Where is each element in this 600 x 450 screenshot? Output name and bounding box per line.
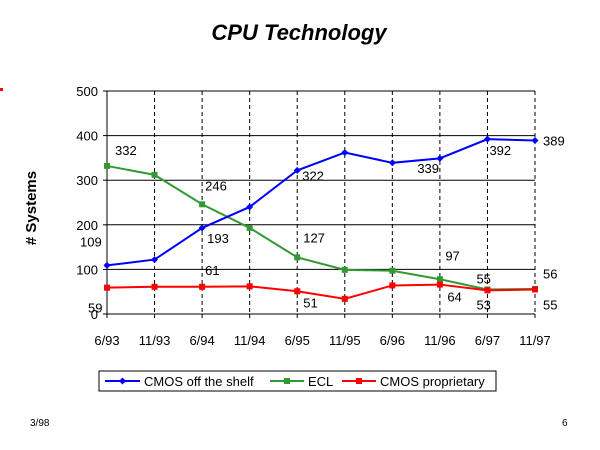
data-label: 332 <box>115 143 137 158</box>
data-point <box>103 261 111 269</box>
data-label: 53 <box>476 297 490 312</box>
data-point <box>531 137 539 145</box>
x-tick-label: 6/94 <box>189 333 214 348</box>
data-point <box>151 171 158 178</box>
x-tick-label: 6/95 <box>285 333 310 348</box>
data-point <box>104 162 110 169</box>
footer-date: 3/98 <box>30 418 50 429</box>
data-point <box>483 135 491 143</box>
x-tick-label: 11/97 <box>519 333 551 348</box>
data-point <box>436 281 443 288</box>
data-label: 61 <box>205 263 219 278</box>
data-point <box>199 283 206 290</box>
data-label: 389 <box>543 134 565 149</box>
data-label: 55 <box>543 297 557 312</box>
data-point <box>104 284 110 291</box>
data-point <box>199 201 206 208</box>
series-2 <box>104 281 538 302</box>
data-point <box>246 283 253 290</box>
data-label: 392 <box>489 143 511 158</box>
x-tick-label: 11/93 <box>139 333 171 348</box>
data-label: 51 <box>303 295 317 310</box>
data-point <box>151 283 158 290</box>
data-label: 109 <box>80 234 102 249</box>
data-point <box>484 287 491 294</box>
data-point <box>341 295 348 302</box>
y-tick-label: 400 <box>76 129 98 144</box>
data-labels: 332 246 322 339 392 389 109 193 127 97 61 55 56 59 51 6… <box>80 134 565 316</box>
x-tick-label: 6/96 <box>380 333 405 348</box>
legend-swatch-marker <box>356 378 362 384</box>
x-tick-label: 11/94 <box>234 333 266 348</box>
series-line <box>106 138 536 267</box>
series-line <box>106 283 536 300</box>
footer-page-number: 6 <box>562 418 568 429</box>
data-point <box>246 224 253 231</box>
data-label: 64 <box>447 289 461 304</box>
data-point <box>294 254 301 261</box>
y-tick-label: 300 <box>76 173 98 188</box>
data-label: 56 <box>543 266 557 281</box>
legend-label: CMOS off the shelf <box>144 374 254 389</box>
y-tick-label: 500 <box>76 84 98 99</box>
data-point <box>341 149 349 157</box>
data-point <box>293 166 301 174</box>
data-point <box>532 286 538 293</box>
data-point <box>436 276 443 283</box>
data-label: 97 <box>445 249 459 264</box>
data-point <box>294 288 301 295</box>
series-layer <box>103 135 539 302</box>
data-label: 322 <box>302 168 324 183</box>
legend-label: CMOS proprietary <box>380 374 485 389</box>
data-point <box>436 154 444 162</box>
chart-title: CPU Technology <box>211 20 388 45</box>
data-label: 193 <box>207 231 229 246</box>
y-tick-label: 0 <box>91 307 98 322</box>
legend-label: ECL <box>308 374 333 389</box>
y-tick-label: 200 <box>76 218 98 233</box>
data-label: 246 <box>205 178 227 193</box>
legend-item: CMOS proprietary <box>342 374 485 389</box>
data-point <box>246 203 254 211</box>
x-tick-label: 11/96 <box>424 333 456 348</box>
legend-item: ECL <box>270 374 333 389</box>
x-tick-label: 11/95 <box>329 333 361 348</box>
series-0 <box>103 135 539 269</box>
data-label: 55 <box>476 271 490 286</box>
data-label: 339 <box>417 161 439 176</box>
legend-swatch-marker <box>119 377 126 385</box>
axes: 0 100 200 300 400 500 6/93 11/93 6/94 11/94 6/95 11… <box>0 84 551 348</box>
x-tick-label: 6/93 <box>94 333 119 348</box>
data-point <box>151 256 159 264</box>
edge-marker <box>0 88 3 91</box>
data-point <box>389 282 396 289</box>
legend-item: CMOS off the shelf <box>105 374 254 389</box>
data-point <box>388 159 396 167</box>
data-point <box>198 224 206 232</box>
data-label: 127 <box>303 230 325 245</box>
y-tick-label: 100 <box>76 262 98 277</box>
grid <box>107 90 536 314</box>
legend-swatch-marker <box>284 378 290 384</box>
series-line <box>106 164 536 291</box>
data-point <box>341 266 348 273</box>
data-label: 59 <box>88 301 102 316</box>
legend: CMOS off the shelf ECL CMOS proprietary <box>98 370 497 392</box>
y-axis-label: # Systems <box>23 171 40 245</box>
data-point <box>389 267 396 274</box>
x-tick-label: 6/97 <box>475 333 500 348</box>
